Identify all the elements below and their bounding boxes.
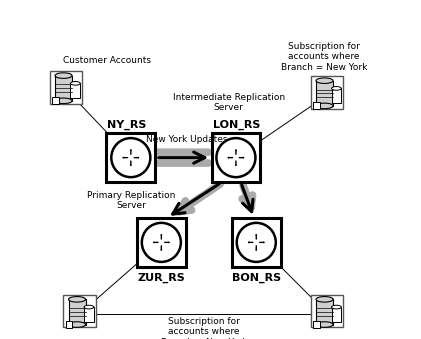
FancyBboxPatch shape (70, 83, 80, 98)
FancyBboxPatch shape (311, 76, 343, 108)
Text: BON_RS: BON_RS (232, 273, 281, 283)
Circle shape (142, 223, 181, 262)
FancyBboxPatch shape (84, 307, 94, 322)
Ellipse shape (316, 322, 333, 327)
Text: ZUR_RS: ZUR_RS (138, 273, 185, 283)
Ellipse shape (316, 103, 333, 109)
FancyBboxPatch shape (311, 295, 343, 327)
Ellipse shape (316, 78, 333, 83)
Text: Customer Accounts: Customer Accounts (63, 56, 151, 65)
FancyBboxPatch shape (55, 76, 72, 101)
Circle shape (111, 138, 150, 177)
FancyBboxPatch shape (66, 321, 72, 328)
Text: Primary Replication
Server: Primary Replication Server (87, 191, 175, 210)
Ellipse shape (55, 73, 72, 78)
Ellipse shape (69, 297, 85, 302)
FancyBboxPatch shape (63, 295, 96, 327)
FancyBboxPatch shape (107, 133, 155, 182)
Ellipse shape (316, 297, 333, 302)
Ellipse shape (55, 98, 72, 104)
Text: Subscription for
accounts where
Branch = New York: Subscription for accounts where Branch =… (160, 317, 247, 339)
FancyBboxPatch shape (316, 299, 333, 324)
FancyBboxPatch shape (232, 218, 281, 267)
Ellipse shape (69, 322, 85, 327)
FancyBboxPatch shape (50, 71, 82, 103)
FancyBboxPatch shape (331, 88, 341, 103)
FancyBboxPatch shape (331, 307, 341, 322)
FancyBboxPatch shape (313, 321, 320, 328)
Text: Intermediate Replication
Server: Intermediate Replication Server (173, 93, 285, 112)
Ellipse shape (84, 305, 94, 309)
FancyBboxPatch shape (211, 133, 260, 182)
FancyBboxPatch shape (316, 81, 333, 106)
Text: New York Updates: New York Updates (146, 135, 227, 144)
Ellipse shape (70, 81, 80, 85)
FancyBboxPatch shape (313, 102, 320, 109)
FancyBboxPatch shape (69, 299, 85, 324)
Text: NY_RS: NY_RS (107, 119, 147, 129)
Circle shape (216, 138, 256, 177)
FancyBboxPatch shape (52, 97, 59, 104)
Ellipse shape (331, 305, 341, 309)
Ellipse shape (331, 86, 341, 90)
Text: LON_RS: LON_RS (213, 119, 261, 129)
FancyBboxPatch shape (137, 218, 186, 267)
Circle shape (237, 223, 276, 262)
Text: Subscription for
accounts where
Branch = New York: Subscription for accounts where Branch =… (281, 42, 367, 72)
